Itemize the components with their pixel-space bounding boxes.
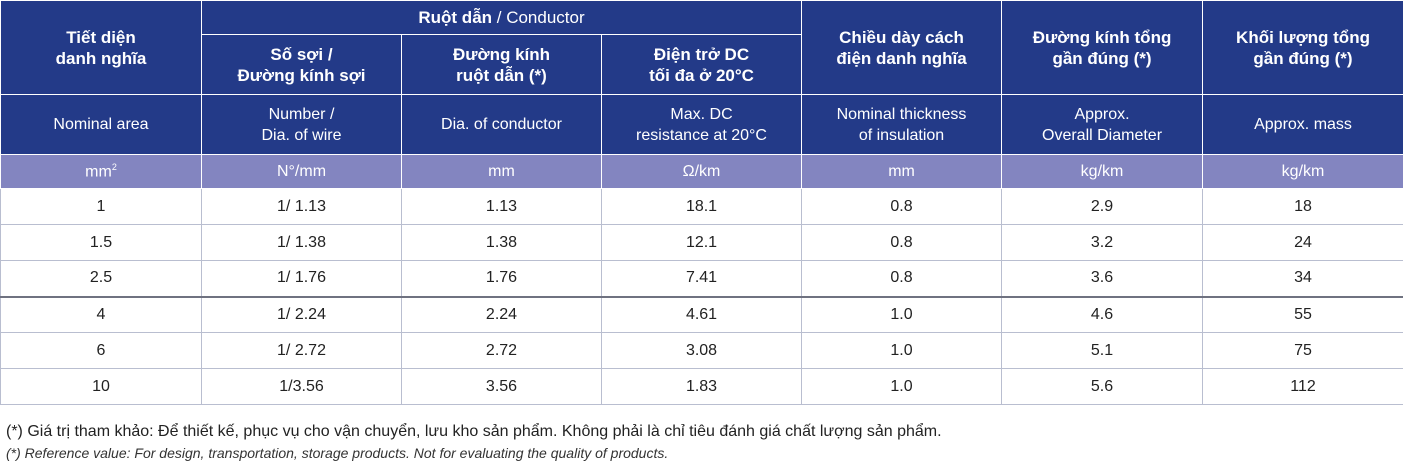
conductor-group-sep: / — [492, 8, 507, 27]
header-en-resistance: Max. DC resistance at 20°C — [600, 94, 803, 155]
cell-wires: 1/3.56 — [201, 368, 402, 405]
cell-wires: 1/ 1.38 — [201, 224, 402, 261]
header-resistance: Điện trở DC tối đa ở 20°C — [600, 34, 803, 95]
cell-overall-diameter: 3.2 — [1001, 224, 1204, 261]
header-conductor-diameter: Đường kính ruột dẫn (*) — [401, 34, 602, 95]
cell-wires: 1/ 1.76 — [201, 260, 402, 297]
header-wires-label: Số sợi / Đường kính sợi — [237, 44, 366, 85]
unit-mass: kg/km — [1202, 154, 1403, 189]
cell-mass: 18 — [1202, 188, 1403, 225]
cell-mass: 24 — [1202, 224, 1403, 261]
cell-conductor-diameter: 1.13 — [401, 188, 602, 225]
table-row: 4 1/ 2.24 2.24 4.61 1.0 4.6 55 — [0, 295, 1403, 333]
header-conductor-group: Ruột dẫn / Conductor — [200, 0, 803, 35]
cell-area: 10 — [0, 368, 202, 405]
cell-mass: 112 — [1202, 368, 1403, 405]
cell-conductor-diameter: 3.56 — [401, 368, 602, 405]
unit-overall-diameter: kg/km — [1001, 154, 1204, 189]
unit-area-base: mm — [85, 163, 112, 181]
header-conductor-diameter-label: Đường kính ruột dẫn (*) — [452, 44, 551, 85]
conductor-group-en: Conductor — [506, 8, 585, 27]
cell-conductor-diameter: 1.76 — [401, 260, 602, 297]
cell-area: 1 — [0, 188, 202, 225]
cell-overall-diameter: 5.1 — [1001, 332, 1204, 369]
header-en-wires: Number / Dia. of wire — [201, 94, 402, 155]
header-mass: Khối lượng tổng gần đúng (*) — [1202, 0, 1403, 95]
cell-resistance: 4.61 — [600, 295, 803, 333]
unit-conductor-diameter: mm — [401, 154, 602, 189]
unit-insulation: mm — [801, 154, 1003, 189]
cell-insulation: 1.0 — [801, 368, 1003, 405]
header-resistance-label: Điện trở DC tối đa ở 20°C — [649, 44, 754, 85]
unit-resistance: Ω/km — [600, 154, 803, 189]
header-en-overall-diameter: Approx. Overall Diameter — [1001, 94, 1204, 155]
cell-area: 6 — [0, 332, 202, 369]
cell-mass: 34 — [1202, 260, 1403, 297]
table-row: 6 1/ 2.72 2.72 3.08 1.0 5.1 75 — [0, 332, 1403, 369]
header-nominal-area-label: Tiết diện danh nghĩa — [55, 27, 147, 68]
cell-resistance: 12.1 — [600, 224, 803, 261]
cell-wires: 1/ 2.24 — [201, 295, 402, 333]
cell-conductor-diameter: 1.38 — [401, 224, 602, 261]
cell-resistance: 3.08 — [600, 332, 803, 369]
conductor-group-vn: Ruột dẫn — [418, 8, 493, 27]
header-insulation: Chiều dày cách điện danh nghĩa — [801, 0, 1003, 95]
unit-area-sup: 2 — [111, 161, 117, 172]
cell-overall-diameter: 3.6 — [1001, 260, 1204, 297]
table-row: 1 1/ 1.13 1.13 18.1 0.8 2.9 18 — [0, 188, 1403, 225]
header-mass-label: Khối lượng tổng gần đúng (*) — [1236, 27, 1370, 68]
table-row: 2.5 1/ 1.76 1.76 7.41 0.8 3.6 34 — [0, 260, 1403, 297]
unit-wires: N°/mm — [201, 154, 402, 189]
header-nominal-area: Tiết diện danh nghĩa — [0, 0, 202, 95]
cell-wires: 1/ 1.13 — [201, 188, 402, 225]
header-wires: Số sợi / Đường kính sợi — [201, 34, 402, 95]
cell-insulation: 1.0 — [801, 295, 1003, 333]
cell-mass: 75 — [1202, 332, 1403, 369]
header-overall-diameter-label: Đường kính tổng gần đúng (*) — [1032, 27, 1172, 68]
header-en-insulation: Nominal thickness of insulation — [801, 94, 1003, 155]
cell-wires: 1/ 2.72 — [201, 332, 402, 369]
cell-conductor-diameter: 2.24 — [401, 295, 602, 333]
cell-insulation: 0.8 — [801, 224, 1003, 261]
cell-area: 4 — [0, 295, 202, 333]
header-insulation-label: Chiều dày cách điện danh nghĩa — [836, 27, 967, 68]
cell-insulation: 1.0 — [801, 332, 1003, 369]
cell-area: 1.5 — [0, 224, 202, 261]
footnote-vn: (*) Giá trị tham khảo: Để thiết kế, phục… — [6, 423, 942, 440]
table-row: 1.5 1/ 1.38 1.38 12.1 0.8 3.2 24 — [0, 224, 1403, 261]
cell-resistance: 7.41 — [600, 260, 803, 297]
cell-insulation: 0.8 — [801, 188, 1003, 225]
cell-conductor-diameter: 2.72 — [401, 332, 602, 369]
cell-insulation: 0.8 — [801, 260, 1003, 297]
spec-table: Tiết diện danh nghĩa Ruột dẫn / Conducto… — [0, 0, 1403, 405]
cell-overall-diameter: 4.6 — [1001, 295, 1204, 333]
cell-resistance: 1.83 — [600, 368, 803, 405]
header-en-conductor-diameter: Dia. of conductor — [401, 94, 602, 155]
table-row: 10 1/3.56 3.56 1.83 1.0 5.6 112 — [0, 368, 1403, 405]
cell-overall-diameter: 2.9 — [1001, 188, 1204, 225]
cell-resistance: 18.1 — [600, 188, 803, 225]
header-en-nominal-area: Nominal area — [0, 94, 202, 155]
header-en-mass: Approx. mass — [1202, 94, 1403, 155]
cell-mass: 55 — [1202, 295, 1403, 333]
cell-overall-diameter: 5.6 — [1001, 368, 1204, 405]
cell-area: 2.5 — [0, 260, 202, 297]
header-overall-diameter: Đường kính tổng gần đúng (*) — [1001, 0, 1204, 95]
unit-area: mm2 — [0, 154, 202, 189]
footnote-en: (*) Reference value: For design, transpo… — [6, 445, 669, 461]
